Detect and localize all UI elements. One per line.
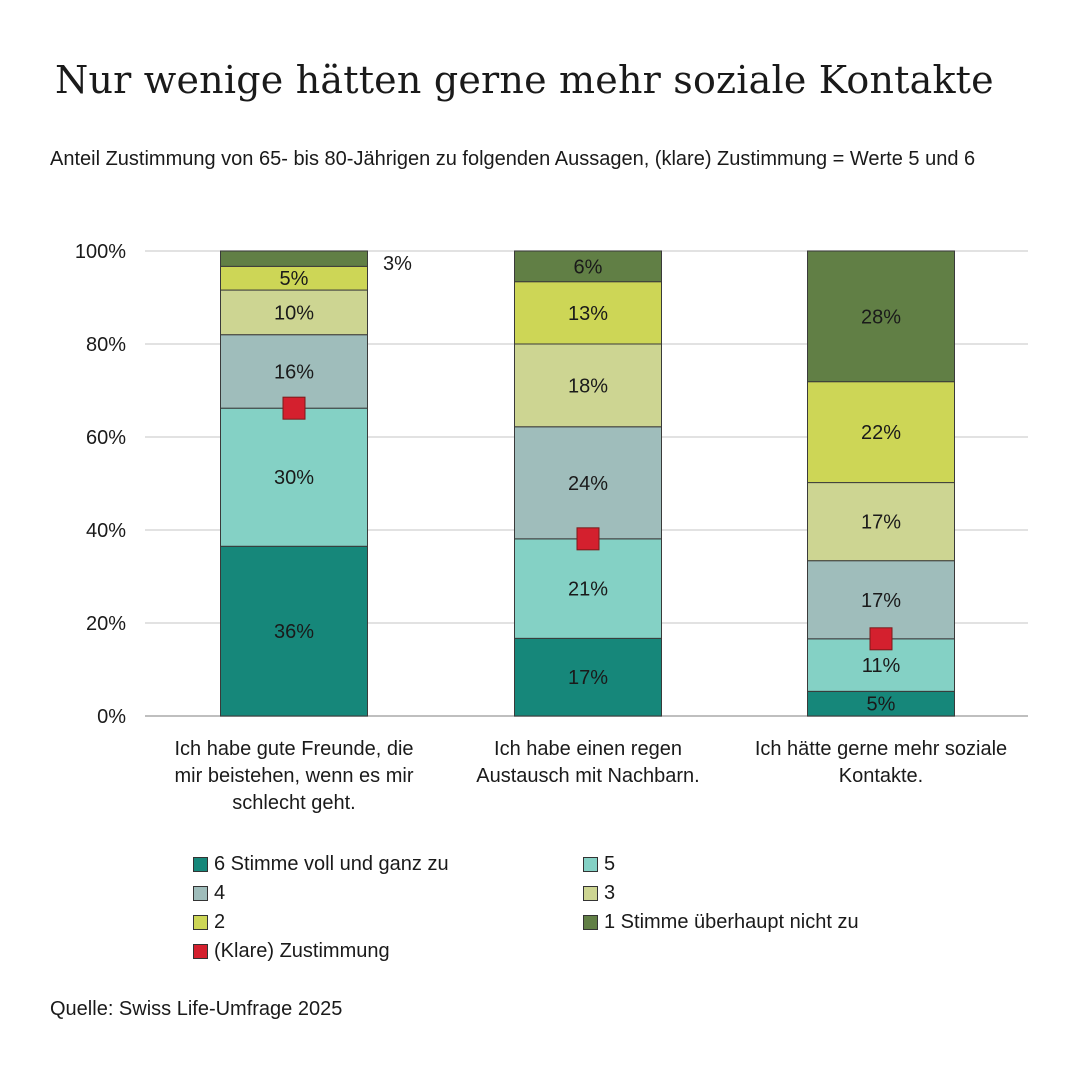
legend-item: 4 — [193, 879, 583, 907]
chart-title: Nur wenige hätten gerne mehr soziale Kon… — [55, 58, 994, 102]
legend-swatch — [193, 856, 208, 872]
legend-label: 3 — [604, 882, 616, 904]
legend-label: 1 Stimme überhaupt nicht zu — [604, 911, 859, 933]
legend-label: 2 — [214, 911, 226, 933]
y-axis-tick-labels: 0% 20% 40% 60% 80% 100% — [75, 241, 126, 728]
data-label: 36% — [274, 621, 314, 643]
source-note: Quelle: Swiss Life-Umfrage 2025 — [50, 998, 343, 1020]
legend-item: 3 — [583, 879, 913, 907]
legend-item: 6 Stimme voll und ganz zu — [193, 850, 583, 878]
legend-label: 4 — [214, 882, 226, 904]
data-label: 13% — [568, 303, 608, 325]
data-label: 22% — [861, 422, 901, 444]
data-label: 30% — [274, 467, 314, 489]
x-category-label: Austausch mit Nachbarn. — [476, 765, 699, 787]
bar-segment — [514, 281, 662, 345]
legend-item: 2 — [193, 908, 583, 936]
x-category-label: schlecht geht. — [232, 792, 355, 814]
data-label: 17% — [568, 667, 608, 689]
legend-swatch — [583, 914, 598, 930]
bar-segment — [514, 538, 662, 639]
y-tick-label: 0% — [97, 706, 126, 728]
y-tick-label: 20% — [86, 613, 126, 635]
legend-swatch — [583, 856, 598, 872]
y-tick-label: 100% — [75, 241, 126, 263]
bar-segment — [514, 343, 662, 428]
bar-segment — [807, 482, 955, 562]
bar-segment — [807, 690, 955, 717]
data-label: 11% — [862, 655, 901, 677]
bar-segment — [220, 289, 368, 336]
y-tick-label: 40% — [86, 520, 126, 542]
bar-segment — [220, 250, 368, 267]
bar-segment — [807, 381, 955, 484]
legend: 6 Stimme voll und ganz zu 5 4 3 2 1 Stimme üb… — [193, 850, 953, 965]
clear-agreement-marker — [282, 396, 306, 420]
data-label: 3% — [383, 253, 412, 275]
bar-segment — [514, 250, 662, 283]
data-label: 5% — [280, 268, 309, 290]
data-label: 18% — [568, 375, 608, 397]
x-category-label: Ich habe gute Freunde, die — [174, 738, 413, 760]
legend-swatch — [193, 885, 208, 901]
legend-item: (Klare) Zustimmung — [193, 937, 583, 965]
y-tick-label: 80% — [86, 334, 126, 356]
legend-swatch — [583, 885, 598, 901]
data-label: 17% — [861, 512, 901, 534]
x-axis-category-labels: Ich habe gute Freunde, die mir beistehen,… — [174, 738, 1007, 814]
data-label: 5% — [867, 694, 896, 716]
data-label: 10% — [274, 302, 314, 324]
bar-segment — [807, 250, 955, 383]
x-category-label: Kontakte. — [839, 765, 924, 787]
data-label: 28% — [861, 306, 901, 328]
clear-agreement-marker — [869, 627, 893, 651]
legend-label: 5 — [604, 853, 616, 875]
legend-swatch — [193, 943, 208, 959]
legend-item: 5 — [583, 850, 913, 878]
bar-segment — [514, 637, 662, 717]
data-label: 6% — [574, 256, 603, 278]
x-category-label: Ich hätte gerne mehr soziale — [755, 738, 1007, 760]
y-tick-label: 60% — [86, 427, 126, 449]
x-category-label: mir beistehen, wenn es mir — [175, 765, 414, 787]
data-label: 21% — [568, 579, 608, 601]
legend-label: 6 Stimme voll und ganz zu — [214, 853, 449, 875]
bar-segment — [514, 426, 662, 540]
clear-agreement-marker — [576, 527, 600, 551]
data-label: 17% — [861, 590, 901, 612]
data-labels: 36% 30% 16% 10% 5% 3% 17% 21% 24% 18% 13% 6% 5% 11% 17… — [274, 253, 901, 716]
chart-subtitle: Anteil Zustimmung von 65- bis 80-Jährige… — [50, 148, 976, 170]
legend-swatch — [193, 914, 208, 930]
data-label: 24% — [568, 473, 608, 495]
data-label: 16% — [274, 361, 314, 383]
bar-segment — [807, 560, 955, 640]
legend-item: 1 Stimme überhaupt nicht zu — [583, 908, 913, 936]
clear-agreement-markers — [282, 396, 893, 651]
legend-label: (Klare) Zustimmung — [214, 940, 390, 962]
bars — [220, 250, 955, 717]
x-category-label: Ich habe einen regen — [494, 738, 682, 760]
